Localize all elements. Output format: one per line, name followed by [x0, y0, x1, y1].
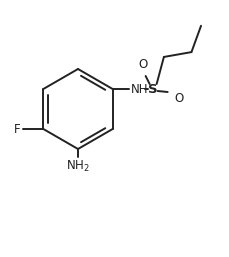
- Text: F: F: [14, 123, 20, 135]
- Text: O: O: [173, 91, 183, 105]
- Text: S: S: [147, 82, 157, 96]
- Text: NH: NH: [130, 82, 147, 96]
- Text: O: O: [137, 58, 147, 70]
- Text: NH$_2$: NH$_2$: [66, 159, 90, 174]
